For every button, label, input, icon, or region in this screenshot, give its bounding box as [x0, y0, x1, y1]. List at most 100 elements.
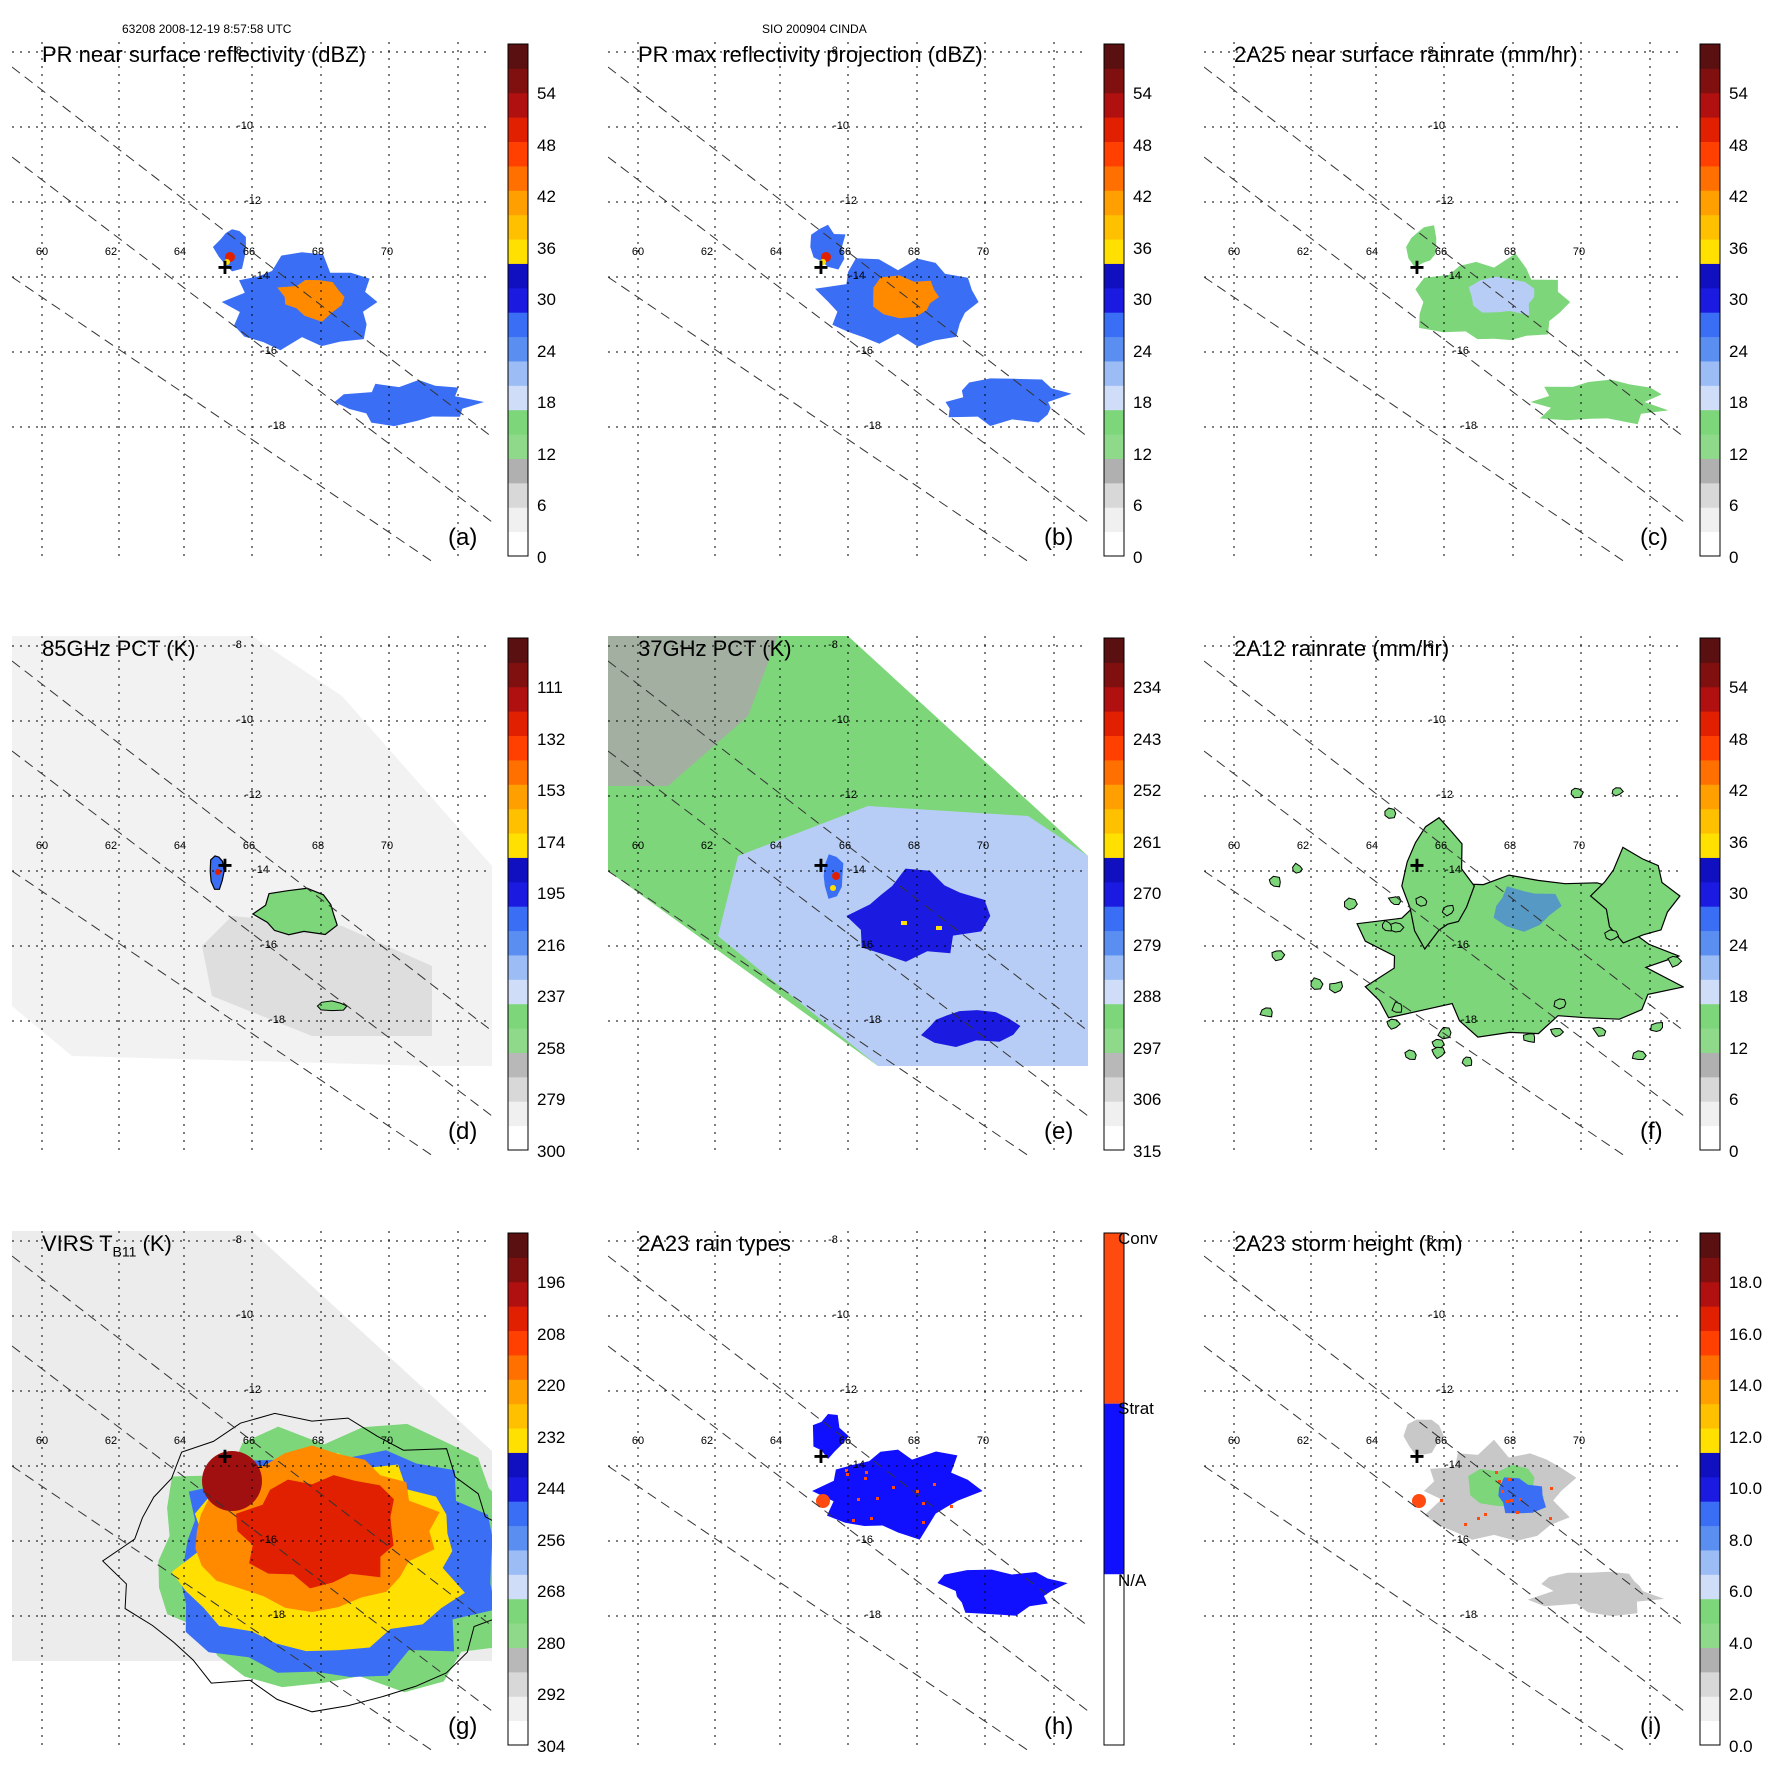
lat-label: -16: [1453, 939, 1469, 951]
colorbar: [507, 43, 529, 557]
panel-label: (c): [1640, 524, 1668, 551]
colorbar-tick: 2.0: [1729, 1685, 1753, 1704]
panel-title-text: 85GHz PCT (K): [42, 636, 196, 661]
graticule: [12, 636, 492, 1156]
panel-title-text: 37GHz PCT (K): [638, 636, 792, 661]
precip-field: [812, 1414, 1068, 1616]
lon-label: 66: [243, 840, 255, 852]
panel-g: 60 62 64 66 68 70 -8 -10 -12 -14 -16 -18 +196 208 220 2…: [12, 1231, 592, 1791]
panel-label: (d): [448, 1118, 478, 1145]
panel-e: 60 62 64 66 68 70 -8 -10 -12 -14 -16 -18 +234 243 252 2…: [608, 636, 1188, 1196]
colorbar: [1103, 637, 1125, 1151]
lon-label: 68: [908, 1435, 920, 1447]
cold-core: [846, 868, 991, 962]
colorbar-tick: 30: [1729, 290, 1748, 309]
colorbar-tick: 36: [1133, 238, 1152, 258]
lat-label: -14: [849, 864, 865, 876]
colorbar-tick: 0.0: [1729, 1736, 1753, 1756]
colorbar-tick: 196: [537, 1273, 566, 1292]
panel-label: (a): [448, 524, 478, 551]
map-plot: 60 62 64 66 68 70 -8 -10 -12 -14 -16 -18 +: [608, 636, 1125, 1156]
colorbar-tick: 6: [1729, 496, 1739, 515]
colorbar-tick: 36: [537, 238, 556, 258]
storm-center-marker: +: [813, 252, 828, 282]
lat-label: -12: [245, 195, 261, 207]
lat-label: -14: [1445, 1459, 1461, 1471]
lon-label: 70: [1573, 1435, 1585, 1447]
cold-cloud-top: [202, 1451, 262, 1511]
lat-label: -10: [833, 120, 849, 132]
lat-label: -8: [828, 1234, 838, 1246]
lon-label: 70: [1573, 246, 1585, 258]
colorbar-tick: 220: [537, 1376, 566, 1395]
panel-title-text: 2A23 rain types: [638, 1231, 791, 1256]
colorbar-tick: 216: [537, 935, 566, 955]
lon-label: 64: [770, 840, 782, 852]
lon-label: 70: [381, 1435, 393, 1447]
panel-title-text: VIRS T: [42, 1231, 113, 1256]
lon-label: 68: [1504, 1435, 1516, 1447]
lon-label: 70: [1573, 840, 1585, 852]
swath-edges: [12, 660, 492, 1156]
colorbar: [507, 1232, 529, 1746]
lon-label: 68: [908, 246, 920, 258]
colorbar: [1699, 1232, 1721, 1746]
panel-label: (e): [1044, 1118, 1074, 1145]
colorbar-tick: 54: [1729, 84, 1748, 103]
lat-label: -8: [232, 45, 242, 57]
colorbar-tick: 16.0: [1729, 1324, 1763, 1344]
scattering-field: [209, 855, 348, 1012]
colorbar: [507, 637, 529, 1151]
panel-title-text: 2A12 rainrate (mm/hr): [1234, 636, 1450, 661]
swath-edges: [1204, 66, 1684, 562]
lat-label: -16: [857, 345, 873, 357]
storm-center-marker: +: [813, 850, 828, 880]
colorbar-tick: 234: [1133, 678, 1162, 697]
swath-edges: [12, 1255, 492, 1751]
lon-label: 62: [1297, 246, 1309, 258]
colorbar-tick: 297: [1133, 1038, 1162, 1058]
lon-label: 64: [1366, 840, 1378, 852]
lon-label: 60: [36, 840, 48, 852]
panel-h: 60 62 64 66 68 70 -8 -10 -12 -14 -16 -18 + Conv Strat N…: [608, 1229, 1188, 1791]
lon-label: 62: [105, 840, 117, 852]
lat-label: -12: [1437, 789, 1453, 801]
map-plot: 60 62 64 66 68 70 -8 -10 -12 -14 -16 -18 +: [12, 636, 529, 1156]
colorbar-tick: 18: [537, 393, 556, 412]
lon-label: 60: [36, 1435, 48, 1447]
lat-label: -8: [1424, 1234, 1434, 1246]
colorbar-tick: 24: [1133, 341, 1152, 361]
swath-edges: [608, 660, 1088, 1156]
precip-field: [212, 229, 484, 427]
lat-label: -12: [841, 195, 857, 207]
lat-label: -18: [1461, 1014, 1477, 1026]
lon-label: 66: [839, 1435, 851, 1447]
lat-label: -10: [1429, 1309, 1445, 1321]
colorbar-tick: 42: [537, 187, 556, 206]
lon-label: 68: [1504, 246, 1516, 258]
map-plot: 60 62 64 66 68 70 -8 -10 -12 -14 -16 -18 +: [12, 42, 529, 562]
colorbar-tick: 306: [1133, 1090, 1162, 1109]
lon-label: 60: [632, 840, 644, 852]
lat-label: -10: [237, 714, 253, 726]
colorbar-tick: 18: [1729, 987, 1748, 1006]
panel-i: 60 62 64 66 68 70 -8 -10 -12 -14 -16 -18 +18.0 16.0 14…: [1204, 1231, 1771, 1791]
lon-label: 70: [977, 1435, 989, 1447]
colorbar-tick: 0: [1729, 1141, 1739, 1161]
lat-label: -12: [841, 789, 857, 801]
panel-label: (f): [1640, 1118, 1663, 1145]
lat-label: -18: [269, 1014, 285, 1026]
lon-label: 66: [243, 246, 255, 258]
lat-label: -16: [1453, 1534, 1469, 1546]
map-plot: 60 62 64 66 68 70 -8 -10 -12 -14 -16 -18 +: [608, 42, 1125, 562]
lat-label: -10: [237, 120, 253, 132]
graticule: [608, 636, 1088, 1156]
lat-label: -10: [1429, 714, 1445, 726]
graticule: [12, 1231, 492, 1751]
panel-title: 2A12 rainrate (mm/hr): [1234, 636, 1449, 662]
lon-label: 62: [105, 246, 117, 258]
panel-title-text: PR max reflectivity projection (dBZ): [638, 42, 983, 67]
lat-label: -18: [1461, 1609, 1477, 1621]
panel-c: 60 62 64 66 68 70 -8 -10 -12 -14 -16 -18 +54 48 42 36 30…: [1204, 42, 1771, 602]
lon-label: 68: [1504, 840, 1516, 852]
